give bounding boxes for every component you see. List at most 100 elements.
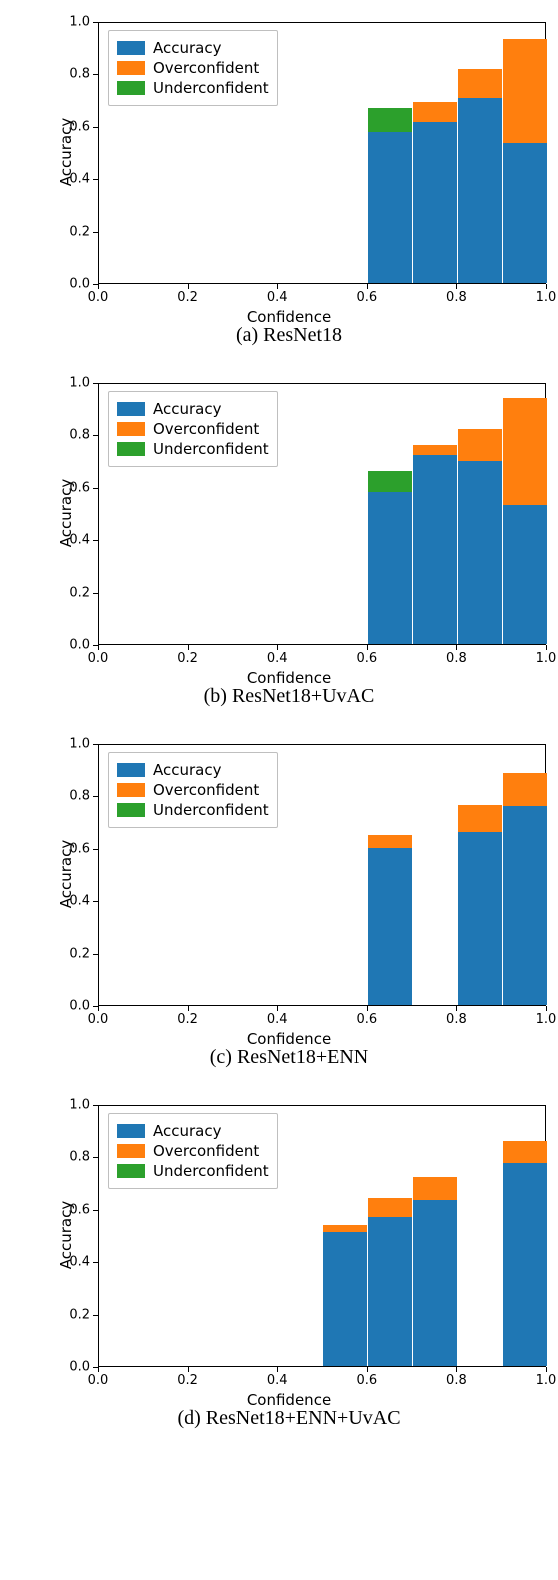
xtick-label: 0.2 bbox=[177, 651, 198, 666]
legend-swatch bbox=[117, 1144, 145, 1158]
bar-accuracy bbox=[503, 143, 547, 283]
xtick-label: 0.4 bbox=[267, 651, 288, 666]
legend-item-underconfident: Underconfident bbox=[117, 1162, 269, 1180]
panel-b: 0.00.20.40.60.81.00.00.20.40.60.81.0Accu… bbox=[10, 371, 558, 708]
bar-accuracy bbox=[503, 505, 547, 644]
bar-accuracy bbox=[323, 1232, 367, 1366]
ytick-label: 0.2 bbox=[60, 224, 90, 239]
legend-label: Underconfident bbox=[153, 79, 269, 97]
bar-underconfident bbox=[368, 471, 412, 492]
legend-label: Accuracy bbox=[153, 400, 221, 418]
xlabel: Confidence bbox=[20, 1391, 558, 1409]
legend-item-overconfident: Overconfident bbox=[117, 59, 269, 77]
xtick-label: 0.2 bbox=[177, 1373, 198, 1388]
bar-accuracy bbox=[458, 832, 502, 1005]
ytick-label: 0.8 bbox=[60, 428, 90, 443]
ytick-label: 1.0 bbox=[60, 1098, 90, 1113]
legend-label: Overconfident bbox=[153, 59, 259, 77]
legend-swatch bbox=[117, 1124, 145, 1138]
caption-c: (c) ResNet18+ENN bbox=[10, 1046, 558, 1069]
xlabel: Confidence bbox=[20, 669, 558, 687]
bar-overconfident bbox=[323, 1225, 367, 1233]
legend-item-accuracy: Accuracy bbox=[117, 1122, 269, 1140]
xtick bbox=[546, 284, 547, 289]
bar-overconfident bbox=[503, 1141, 547, 1163]
ytick-label: 0.0 bbox=[60, 277, 90, 292]
bar-underconfident bbox=[368, 108, 412, 132]
bar-overconfident bbox=[458, 429, 502, 460]
legend-label: Underconfident bbox=[153, 440, 269, 458]
xtick-label: 0.0 bbox=[88, 290, 109, 305]
xtick-label: 0.4 bbox=[267, 1012, 288, 1027]
ytick-label: 0.2 bbox=[60, 1307, 90, 1322]
panel-d: 0.00.20.40.60.81.00.00.20.40.60.81.0Accu… bbox=[10, 1093, 558, 1430]
ytick bbox=[93, 383, 98, 384]
ytick-label: 0.8 bbox=[60, 67, 90, 82]
legend: Accuracy Overconfident Underconfident bbox=[108, 752, 278, 828]
xtick bbox=[367, 284, 368, 289]
legend-swatch bbox=[117, 442, 145, 456]
ytick bbox=[93, 1315, 98, 1316]
bar-accuracy bbox=[458, 98, 502, 283]
xtick bbox=[456, 284, 457, 289]
ytick bbox=[93, 22, 98, 23]
legend-item-overconfident: Overconfident bbox=[117, 781, 269, 799]
legend-item-overconfident: Overconfident bbox=[117, 1142, 269, 1160]
ytick bbox=[93, 1210, 98, 1211]
legend: AccuracyOverconfidentUnderconfident bbox=[108, 30, 278, 106]
ytick-label: 0.2 bbox=[60, 585, 90, 600]
chart-c: 0.00.20.40.60.81.00.00.20.40.60.81.0Accu… bbox=[20, 732, 558, 1042]
xtick bbox=[546, 1367, 547, 1372]
bar-accuracy bbox=[413, 122, 457, 283]
xtick bbox=[277, 284, 278, 289]
bar-accuracy bbox=[368, 132, 412, 283]
xtick bbox=[98, 1367, 99, 1372]
xtick bbox=[277, 1367, 278, 1372]
legend-item-accuracy: Accuracy bbox=[117, 400, 269, 418]
xtick-label: 0.8 bbox=[446, 1373, 467, 1388]
xtick-label: 0.6 bbox=[356, 651, 377, 666]
ylabel: Accuracy bbox=[57, 1195, 75, 1275]
legend-item-underconfident: Underconfident bbox=[117, 79, 269, 97]
xtick bbox=[98, 645, 99, 650]
ytick-label: 0.8 bbox=[60, 789, 90, 804]
xtick-label: 0.6 bbox=[356, 290, 377, 305]
legend-item-underconfident: Underconfident bbox=[117, 440, 269, 458]
ytick bbox=[93, 232, 98, 233]
bar-overconfident bbox=[503, 773, 547, 806]
xtick-label: 1.0 bbox=[536, 290, 557, 305]
xtick-label: 1.0 bbox=[536, 1373, 557, 1388]
xtick bbox=[98, 1006, 99, 1011]
legend-label: Accuracy bbox=[153, 761, 221, 779]
ylabel: Accuracy bbox=[57, 112, 75, 192]
bar-overconfident bbox=[458, 805, 502, 833]
xtick-label: 0.4 bbox=[267, 290, 288, 305]
bar-accuracy bbox=[368, 492, 412, 644]
bar-accuracy bbox=[368, 1217, 412, 1366]
ytick bbox=[93, 179, 98, 180]
legend-swatch bbox=[117, 783, 145, 797]
xtick-label: 0.2 bbox=[177, 1012, 198, 1027]
legend-item-underconfident: Underconfident bbox=[117, 801, 269, 819]
xtick bbox=[188, 284, 189, 289]
bar-overconfident bbox=[413, 445, 457, 455]
xtick-label: 0.4 bbox=[267, 1373, 288, 1388]
ylabel: Accuracy bbox=[57, 834, 75, 914]
ytick-label: 0.0 bbox=[60, 638, 90, 653]
ytick bbox=[93, 1262, 98, 1263]
ytick-label: 1.0 bbox=[60, 15, 90, 30]
xtick-label: 0.0 bbox=[88, 651, 109, 666]
ytick bbox=[93, 1105, 98, 1106]
xtick-label: 0.6 bbox=[356, 1012, 377, 1027]
legend-swatch bbox=[117, 803, 145, 817]
bar-accuracy bbox=[413, 1200, 457, 1366]
legend-label: Accuracy bbox=[153, 1122, 221, 1140]
xtick bbox=[188, 1367, 189, 1372]
legend-label: Overconfident bbox=[153, 1142, 259, 1160]
legend-label: Overconfident bbox=[153, 420, 259, 438]
xtick bbox=[188, 645, 189, 650]
ytick-label: 0.0 bbox=[60, 999, 90, 1014]
ytick-label: 0.0 bbox=[60, 1360, 90, 1375]
caption-b: (b) ResNet18+UvAC bbox=[10, 685, 558, 708]
xtick bbox=[367, 1006, 368, 1011]
